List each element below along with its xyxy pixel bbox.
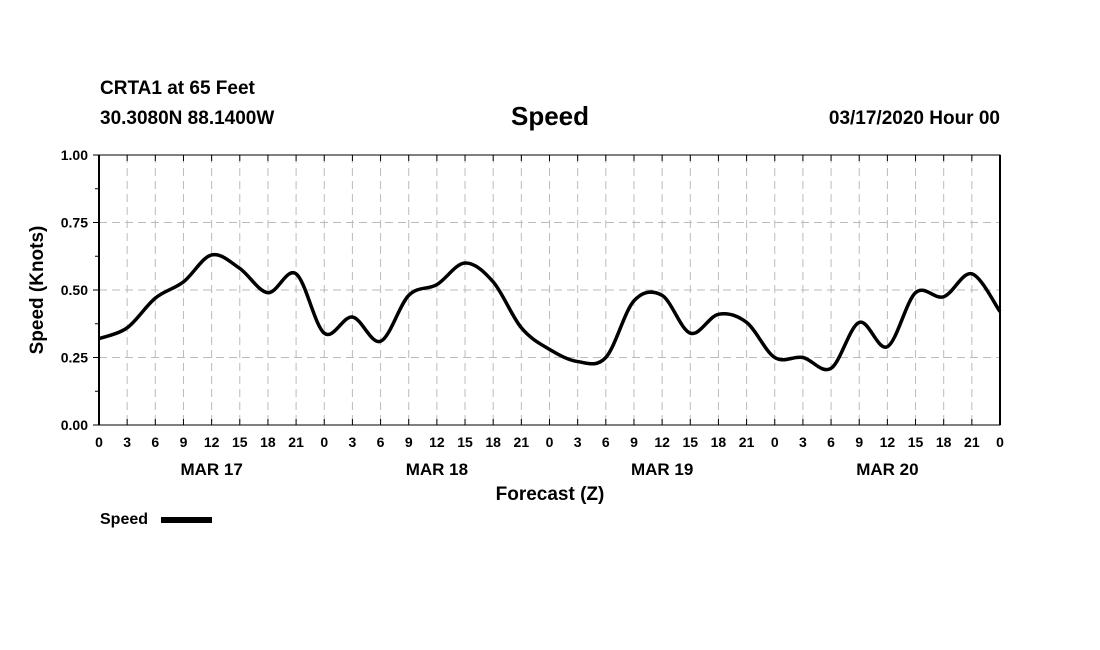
x-tick-label: 9 bbox=[630, 434, 638, 450]
y-tick-label: 0.50 bbox=[61, 282, 88, 298]
x-tick-label: 18 bbox=[711, 434, 727, 450]
x-tick-label: 6 bbox=[377, 434, 385, 450]
day-label: MAR 20 bbox=[856, 460, 918, 479]
x-axis-label: Forecast (Z) bbox=[496, 484, 605, 505]
y-tick-label: 1.00 bbox=[61, 147, 88, 163]
x-tick-label: 21 bbox=[739, 434, 755, 450]
x-tick-label: 15 bbox=[457, 434, 473, 450]
legend-swatch bbox=[161, 517, 212, 523]
y-axis-label: Speed (Knots) bbox=[27, 226, 48, 355]
x-tick-label: 9 bbox=[405, 434, 413, 450]
x-tick-label: 9 bbox=[180, 434, 188, 450]
x-tick-label: 18 bbox=[936, 434, 952, 450]
grid bbox=[99, 155, 1000, 425]
day-label: MAR 18 bbox=[406, 460, 468, 479]
x-tick-label: 15 bbox=[232, 434, 248, 450]
x-tick-label: 3 bbox=[574, 434, 582, 450]
x-tick-label: 0 bbox=[546, 434, 554, 450]
chart-title: Speed bbox=[511, 101, 589, 131]
x-tick-label: 6 bbox=[827, 434, 835, 450]
date-label: 03/17/2020 Hour 00 bbox=[829, 108, 1000, 129]
station-label: CRTA1 at 65 Feet bbox=[100, 78, 256, 99]
x-tick-label: 0 bbox=[996, 434, 1004, 450]
x-tick-label: 12 bbox=[654, 434, 670, 450]
day-label: MAR 17 bbox=[180, 460, 242, 479]
speed-series-line bbox=[98, 252, 1002, 372]
x-tick-label: 9 bbox=[855, 434, 863, 450]
x-tick-label: 12 bbox=[880, 434, 896, 450]
x-tick-label: 0 bbox=[320, 434, 328, 450]
location-label: 30.3080N 88.1400W bbox=[100, 108, 274, 129]
x-tick-label: 6 bbox=[602, 434, 610, 450]
x-tick-label: 21 bbox=[964, 434, 980, 450]
y-tick-label: 0.25 bbox=[61, 350, 88, 366]
x-tick-label: 3 bbox=[123, 434, 131, 450]
x-tick-label: 12 bbox=[429, 434, 445, 450]
x-tick-label: 6 bbox=[151, 434, 159, 450]
y-tick-label: 0.75 bbox=[61, 215, 88, 231]
x-tick-label: 18 bbox=[485, 434, 501, 450]
x-tick-label: 15 bbox=[908, 434, 924, 450]
x-tick-label: 3 bbox=[799, 434, 807, 450]
x-tick-label: 21 bbox=[288, 434, 304, 450]
x-tick-label: 3 bbox=[349, 434, 357, 450]
axes: 0 3 6 9 12 15 18 21 0 3 6 9 12 15 18 21 0 3 6 9 12 15 18 21 0 3 6 9… bbox=[61, 147, 1004, 479]
x-tick-label: 15 bbox=[682, 434, 698, 450]
day-label: MAR 19 bbox=[631, 460, 693, 479]
x-tick-label: 0 bbox=[95, 434, 103, 450]
legend-label: Speed bbox=[100, 511, 148, 528]
x-tick-label: 0 bbox=[771, 434, 779, 450]
x-tick-label: 12 bbox=[204, 434, 220, 450]
y-tick-label: 0.00 bbox=[61, 417, 88, 433]
x-tick-label: 18 bbox=[260, 434, 276, 450]
x-tick-label: 21 bbox=[514, 434, 530, 450]
